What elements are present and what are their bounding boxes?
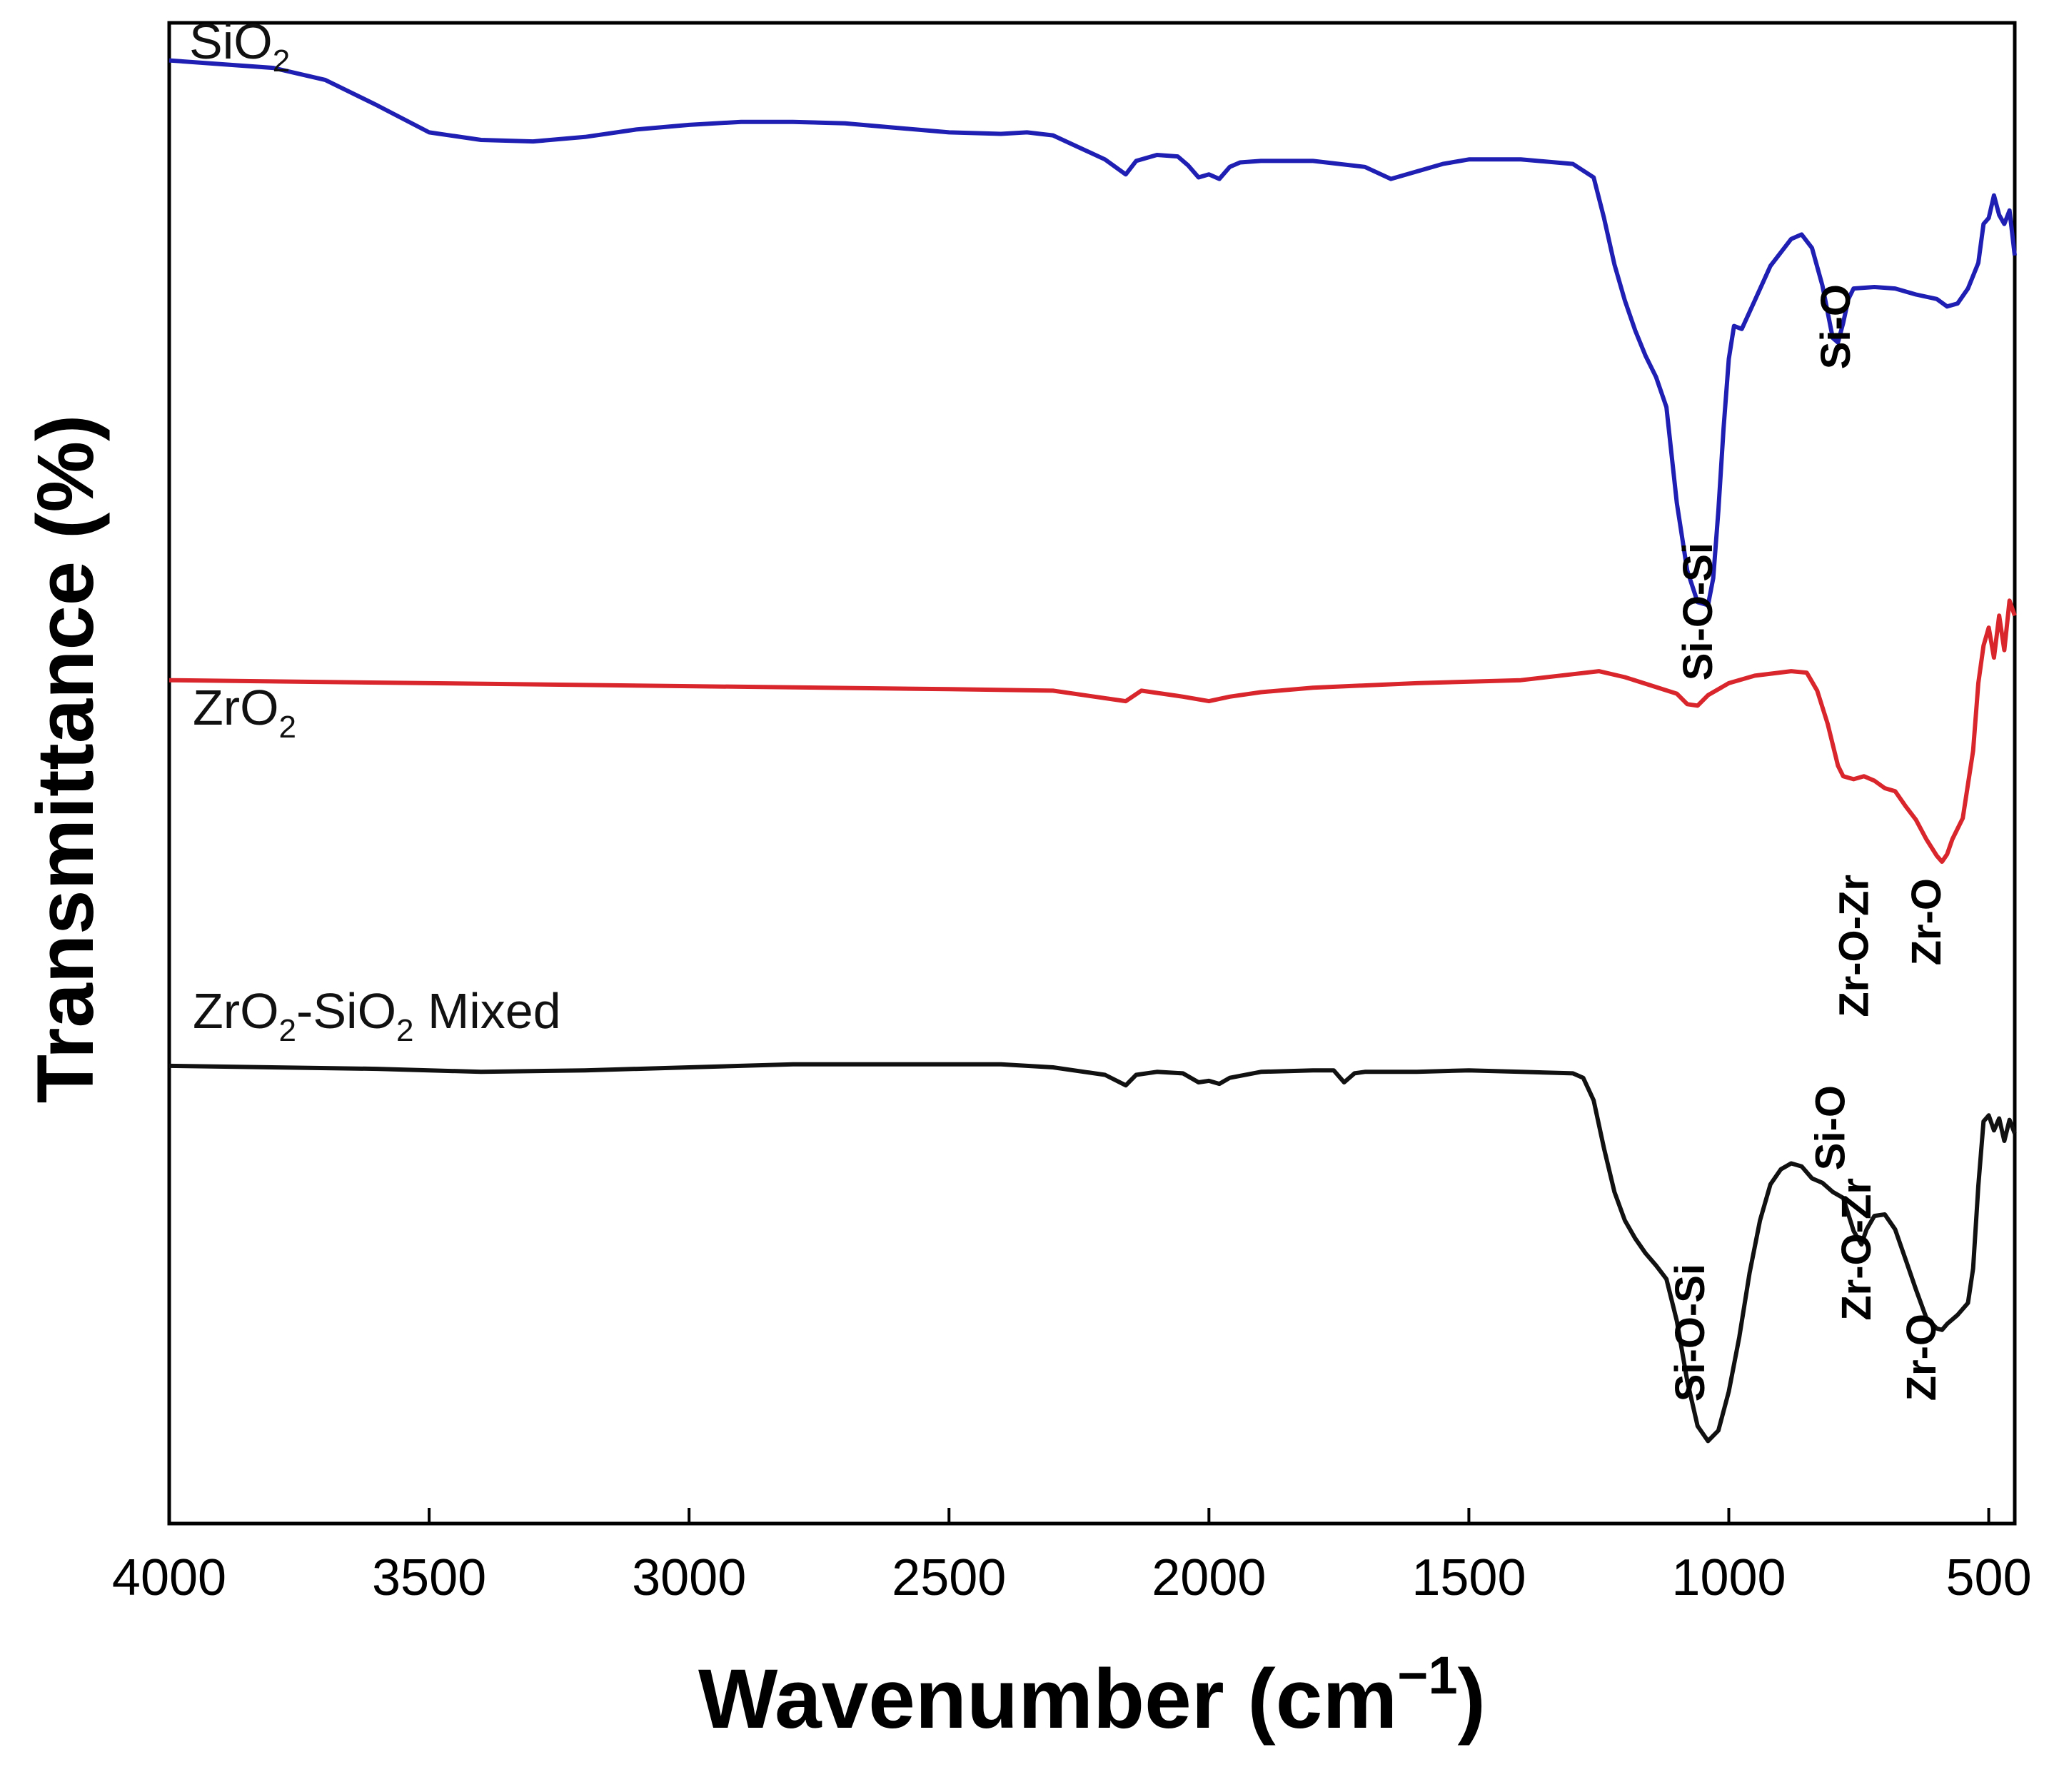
x-tick-label-3000: 3000 xyxy=(632,1549,746,1606)
x-axis-ticks: 4000 3500 3000 2500 2000 1500 1000 500 xyxy=(112,1508,2032,1606)
peak-label-si-o-si: Si-O-Si xyxy=(1667,1264,1713,1401)
peak-label-si-o: Si-O xyxy=(1813,284,1859,369)
series-label-zro2-sio2-mixed: ZrO2-SiO2 Mixed xyxy=(193,983,561,1048)
x-tick-label-1500: 1500 xyxy=(1411,1549,1526,1606)
plot-area: 4000 3500 3000 2500 2000 1500 1000 500 SiO2 ZrO2… xyxy=(112,14,2032,1606)
y-axis-title: Transmittance (%) xyxy=(21,415,110,1104)
series-labels: SiO2 ZrO2 ZrO2-SiO2 Mixed xyxy=(189,14,561,1048)
peak-label-si-o: Si-O xyxy=(1808,1085,1854,1170)
peak-label-zr-o-zr: Zr-O-Zr xyxy=(1831,875,1877,1017)
plot-frame xyxy=(167,21,2017,1526)
series-lines xyxy=(168,58,2017,1444)
series-line-sio2 xyxy=(168,58,2017,608)
peak-annotations: Si-O-Si Si-O Zr-O-Zr Zr-O Si-O-Si Si-O Zr-O-Zr… xyxy=(1667,284,1950,1401)
x-tick-label-2000: 2000 xyxy=(1152,1549,1266,1606)
x-tick-label-500: 500 xyxy=(1946,1549,2032,1606)
peak-label-zr-o: Zr-O xyxy=(1903,878,1950,965)
peak-label-si-o-si: Si-O-Si xyxy=(1675,543,1721,680)
series-label-zro2: ZrO2 xyxy=(193,680,296,745)
x-axis-title: Wavenumber (cm−1) xyxy=(698,1646,1486,1746)
x-tick-label-1000: 1000 xyxy=(1671,1549,1786,1606)
peak-label-zr-o: Zr-O xyxy=(1898,1314,1945,1401)
x-tick-label-3500: 3500 xyxy=(372,1549,486,1606)
series-line-zro2-sio2-mixed xyxy=(168,1062,2017,1444)
peak-label-zr-o-zr: Zr-O-Zr xyxy=(1833,1178,1880,1321)
series-label-sio2: SiO2 xyxy=(189,14,290,79)
series-line-zro2 xyxy=(168,598,2017,864)
x-tick-label-4000: 4000 xyxy=(112,1549,226,1606)
x-tick-label-2500: 2500 xyxy=(892,1549,1006,1606)
